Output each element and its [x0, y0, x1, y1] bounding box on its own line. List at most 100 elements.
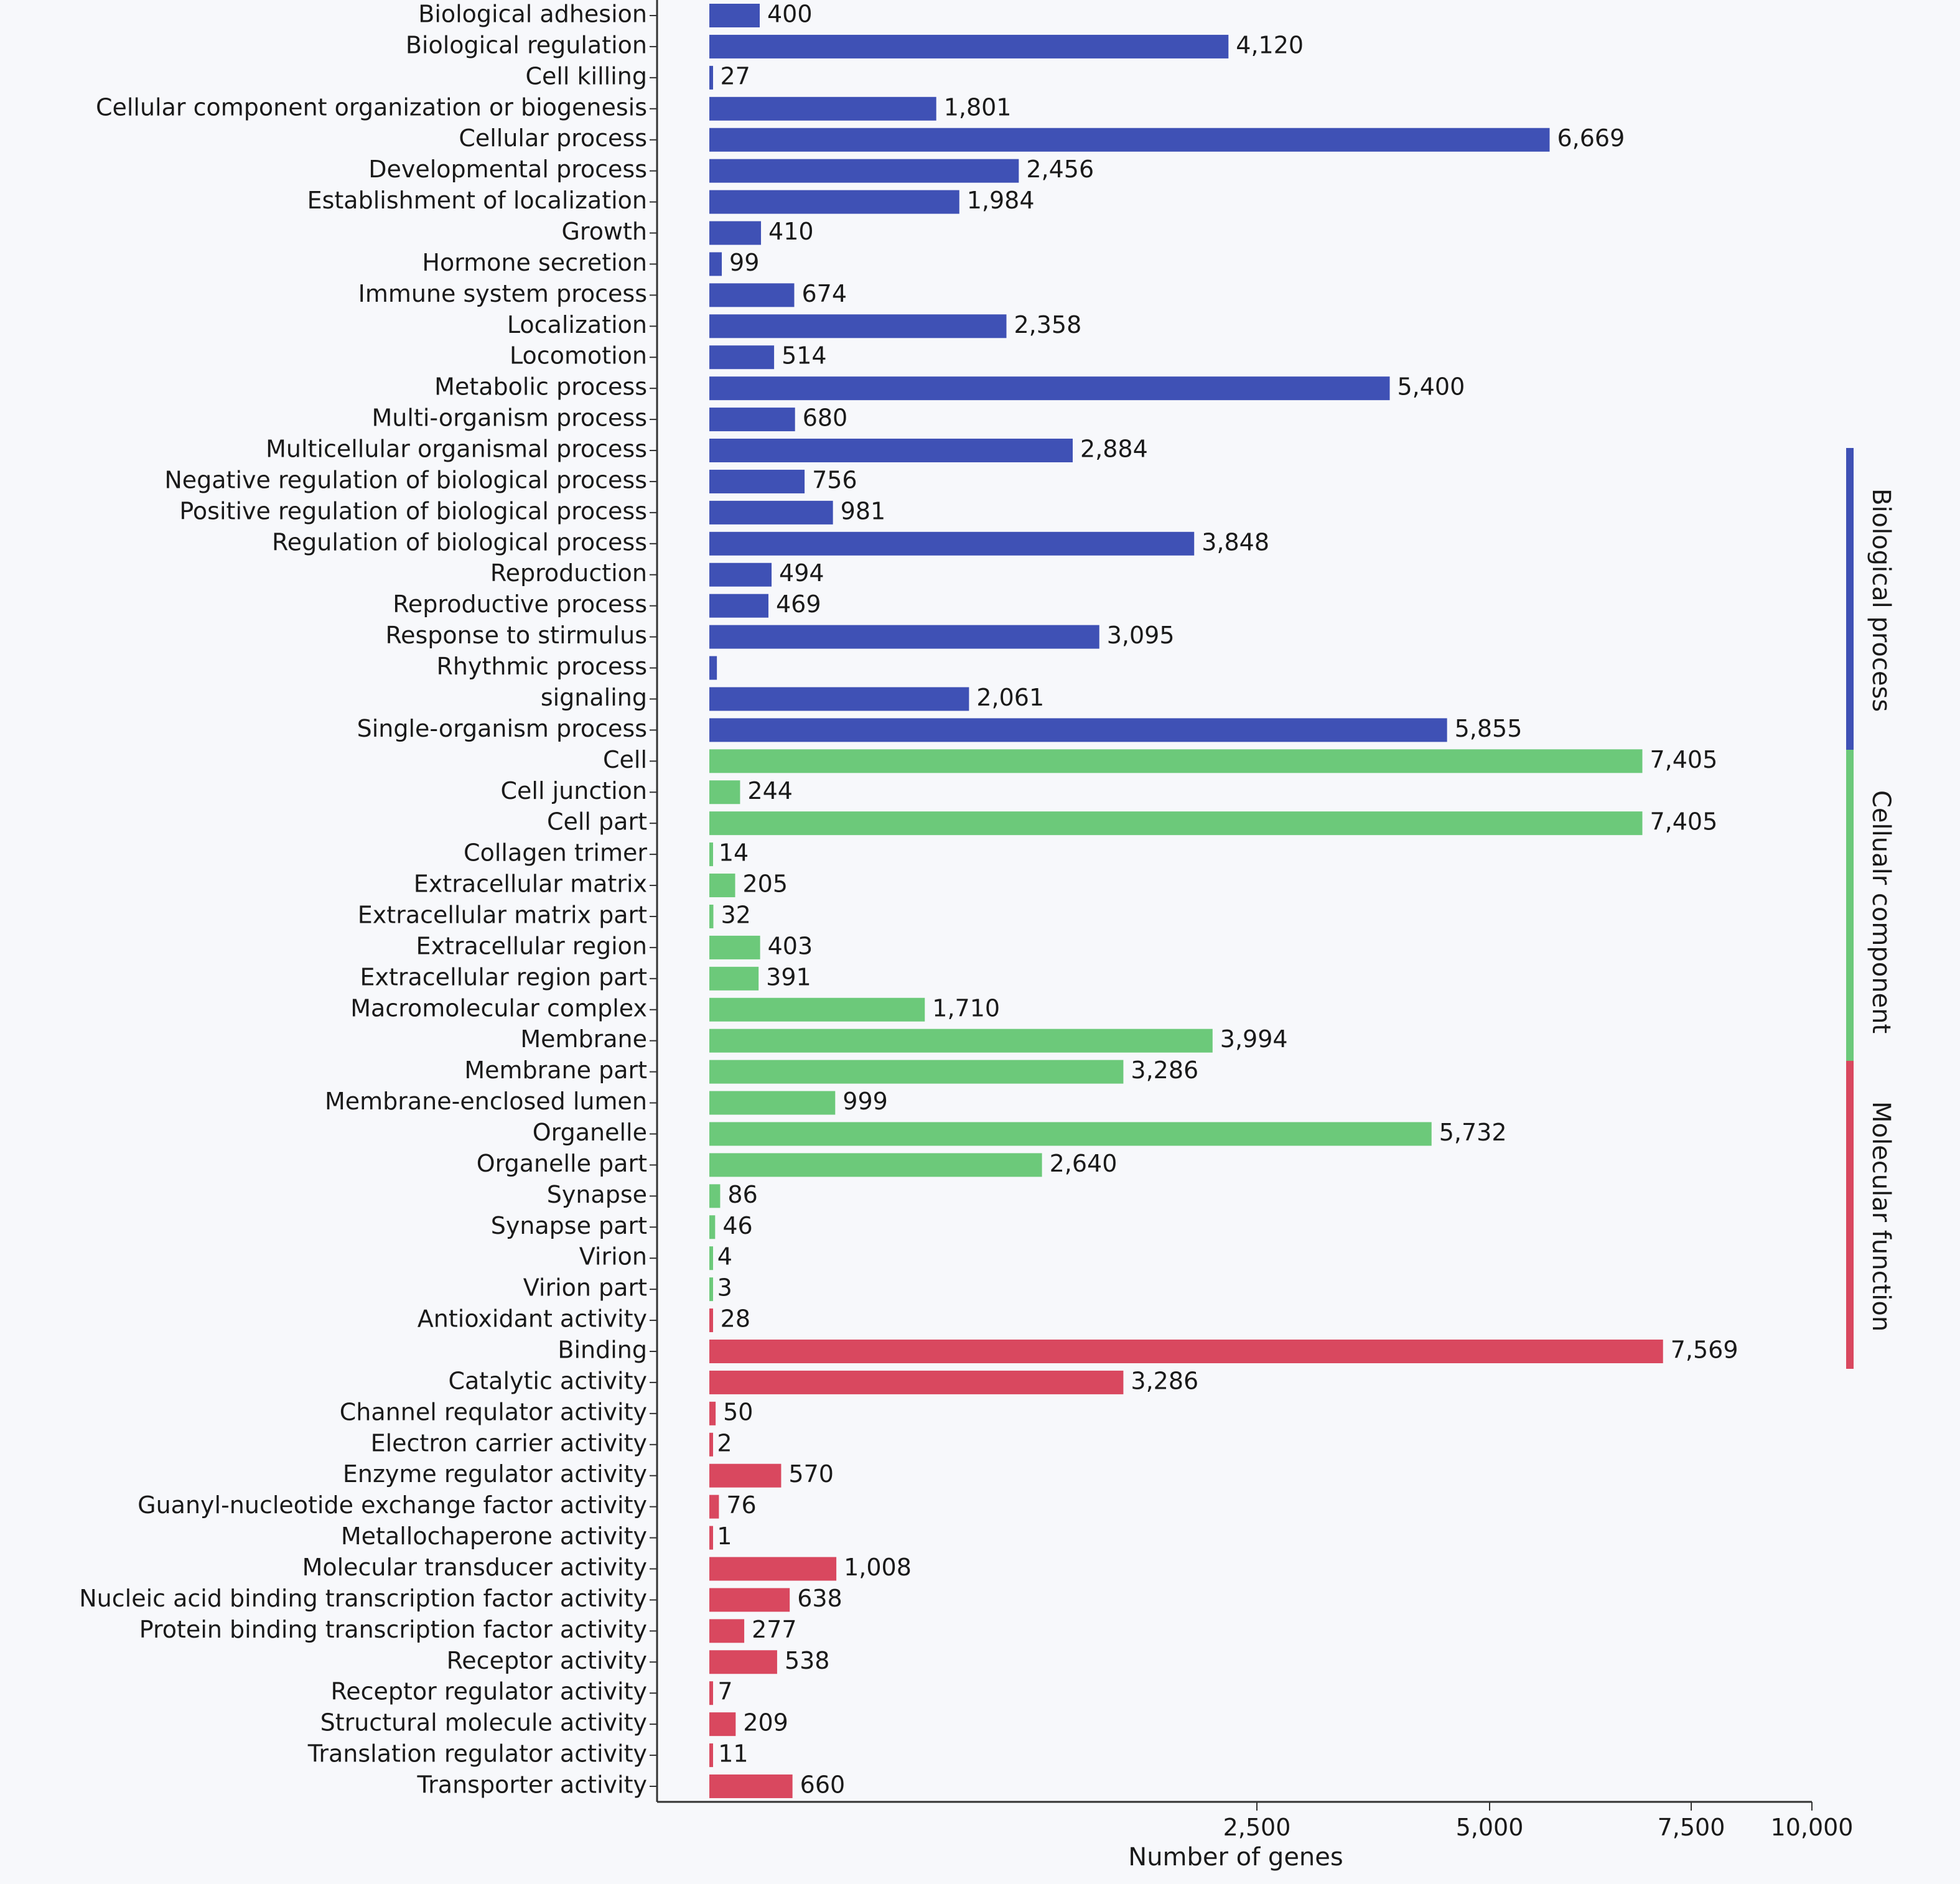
category-label: Locomotion	[510, 342, 647, 370]
value-label: 32	[721, 901, 750, 928]
bar	[709, 408, 795, 432]
value-label: 205	[743, 870, 788, 898]
value-label: 14	[719, 839, 749, 867]
category-label: Biological regulation	[406, 31, 647, 58]
category-label: Extracellular matrix	[414, 870, 647, 898]
category-label: Cell part	[547, 808, 647, 836]
bar	[709, 811, 1643, 836]
value-label: 7,569	[1671, 1336, 1738, 1363]
value-label: 244	[747, 777, 793, 804]
value-label: 981	[841, 497, 886, 525]
bar	[709, 1619, 745, 1643]
value-label: 2,640	[1050, 1150, 1118, 1177]
bar	[709, 904, 714, 928]
bar	[709, 687, 969, 711]
category-label: Antioxidant activity	[418, 1305, 647, 1333]
value-label: 7	[717, 1678, 732, 1705]
bar	[709, 594, 768, 618]
bar	[709, 749, 1643, 773]
category-label: Membrane	[520, 1025, 647, 1053]
value-label: 1,008	[844, 1554, 912, 1581]
value-label: 680	[803, 404, 848, 432]
value-label: 3,095	[1107, 622, 1175, 649]
bar	[709, 625, 1099, 649]
bar	[709, 1774, 793, 1799]
bar	[709, 190, 959, 214]
category-label: Enzyme regulator activity	[343, 1460, 647, 1488]
bar	[709, 252, 722, 276]
category-label: Hormone secretion	[422, 249, 647, 276]
value-label: 638	[797, 1585, 842, 1612]
category-label: Localization	[507, 311, 647, 338]
value-label: 1,984	[967, 187, 1035, 214]
bar	[709, 1495, 719, 1519]
bar	[709, 439, 1073, 463]
category-label: Regulation of biological process	[272, 528, 647, 556]
value-label: 756	[812, 466, 857, 493]
value-label: 99	[729, 249, 759, 276]
category-label: Establishment of localization	[307, 187, 647, 214]
value-label: 391	[766, 963, 811, 991]
value-label: 27	[720, 62, 750, 90]
category-label: Extracellular region	[416, 932, 647, 959]
bar	[709, 874, 735, 898]
category-label: Structural molecule activity	[320, 1709, 647, 1737]
value-label: 4,120	[1236, 31, 1304, 58]
bar	[709, 1122, 1432, 1146]
category-label: Developmental process	[368, 156, 647, 183]
bar	[709, 1060, 1124, 1084]
x-tick-labels: 2,500 5,000 7,500 10,000	[1223, 1802, 1853, 1841]
category-label: Metabolic process	[434, 373, 647, 401]
value-label: 538	[785, 1647, 830, 1674]
value-label: 46	[722, 1212, 752, 1239]
category-label: Catalytic activity	[448, 1367, 647, 1394]
category-label: Biological adhesion	[418, 1, 647, 28]
bar	[709, 1153, 1042, 1177]
bar	[709, 842, 713, 867]
bar	[709, 221, 762, 245]
value-label: 570	[788, 1460, 834, 1488]
category-label: Virion part	[523, 1274, 647, 1302]
value-label: 469	[776, 590, 821, 618]
bar	[709, 1712, 736, 1737]
category-label: Membrane-enclosed lumen	[325, 1088, 647, 1115]
category-label: Multi-organism process	[372, 404, 647, 432]
category-label: Negative regulation of biological proces…	[164, 466, 647, 493]
value-label: 86	[727, 1181, 757, 1208]
value-label: 5,732	[1439, 1119, 1507, 1146]
bar	[709, 1463, 782, 1488]
category-label: Receptor regulator activity	[331, 1678, 647, 1705]
category-label: Macromolecular complex	[350, 994, 647, 1022]
category-label: Transporter activity	[417, 1771, 647, 1799]
category-label: Electron carrier activity	[371, 1429, 647, 1457]
category-label: Reproduction	[490, 559, 647, 587]
value-label: 3	[717, 1274, 732, 1302]
group-label: Molecular function	[1867, 1101, 1895, 1331]
x-tick-label: 7,500	[1658, 1814, 1725, 1841]
group-label: Biological process	[1867, 488, 1895, 712]
bar	[709, 1557, 837, 1581]
bar	[709, 376, 1390, 401]
value-label: 403	[768, 932, 813, 959]
value-label: 494	[779, 559, 824, 587]
value-label: 5,855	[1455, 715, 1523, 742]
category-label: Molecular transducer activity	[302, 1554, 647, 1581]
bar	[709, 1339, 1663, 1363]
bar	[709, 1308, 713, 1333]
category-label: Multicellular organismal process	[266, 436, 647, 463]
value-label: 400	[767, 1, 813, 28]
value-label: 209	[743, 1709, 788, 1737]
bar	[709, 1681, 713, 1705]
category-label: Channel requlator activity	[340, 1398, 647, 1425]
category-label: Collagen trimer	[464, 839, 647, 867]
value-label: 3,994	[1220, 1025, 1288, 1053]
x-axis-title: Number of genes	[1128, 1843, 1343, 1872]
group-brackets: Biological process Cellualr component Mole…	[1846, 448, 1895, 1369]
value-label: 1,801	[944, 93, 1012, 121]
value-label: 3,286	[1131, 1056, 1198, 1084]
bar	[709, 718, 1447, 742]
bar	[709, 469, 805, 493]
value-label: 2,061	[976, 684, 1044, 711]
bar	[709, 1091, 836, 1115]
bar	[709, 1743, 713, 1768]
